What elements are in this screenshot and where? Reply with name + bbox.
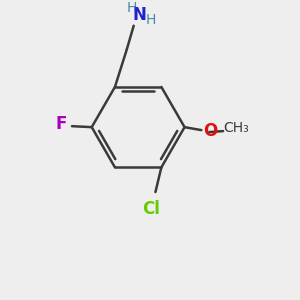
Text: CH₃: CH₃ [223,121,249,135]
Text: F: F [56,115,67,133]
Text: H: H [127,1,137,15]
Text: O: O [203,122,218,140]
Text: H: H [145,13,156,27]
Text: Cl: Cl [142,200,160,218]
Text: N: N [133,6,147,24]
